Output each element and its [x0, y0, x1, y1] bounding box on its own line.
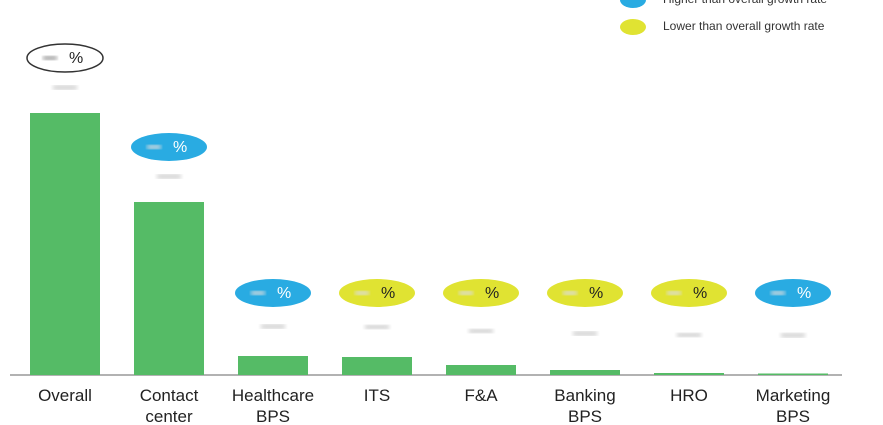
badge-percent: % — [589, 285, 603, 302]
blurred-value — [147, 145, 161, 149]
growth-badge — [547, 279, 623, 307]
legend-label: Lower than overall growth rate — [663, 19, 825, 33]
growth-badge — [651, 279, 727, 307]
blurred-value — [667, 291, 681, 295]
x-tick-label: Marketing BPS — [755, 386, 831, 425]
blurred-value — [251, 291, 265, 295]
blurred-value — [459, 291, 473, 295]
bar — [654, 373, 724, 375]
blurred-label — [157, 174, 181, 179]
blurred-value — [771, 291, 785, 295]
bar — [550, 370, 620, 375]
growth-badge — [131, 133, 207, 161]
badge-percent: % — [277, 285, 291, 302]
legend-swatch — [620, 19, 646, 35]
blurred-value — [43, 56, 57, 60]
bar — [238, 356, 308, 375]
x-tick-label: Banking BPS — [554, 386, 616, 425]
badge-percent: % — [797, 285, 811, 302]
blurred-label — [781, 333, 805, 338]
legend-label: Higher than overall growth rate — [663, 0, 827, 6]
blurred-label — [573, 331, 597, 336]
growth-badge — [443, 279, 519, 307]
legend-swatch — [620, 0, 646, 8]
badge-percent: % — [485, 285, 499, 302]
blurred-label — [261, 324, 285, 329]
blurred-value — [355, 291, 369, 295]
x-tick-label: Healthcare BPS — [231, 386, 315, 425]
blurred-label — [469, 329, 493, 333]
x-tick-label: HRO — [670, 386, 708, 405]
growth-badge — [339, 279, 415, 307]
blurred-label — [53, 85, 77, 90]
bar — [134, 202, 204, 375]
growth-badge — [755, 279, 831, 307]
blurred-label — [677, 333, 701, 337]
blurred-value — [563, 291, 577, 295]
growth-badge — [26, 43, 104, 73]
bar — [758, 373, 828, 375]
growth-badge — [235, 279, 311, 307]
blurred-label — [365, 325, 389, 329]
badge-percent: % — [173, 139, 187, 156]
bar — [342, 357, 412, 375]
x-tick-label: Contact center — [139, 386, 199, 425]
x-tick-label: ITS — [363, 386, 391, 405]
bar — [446, 365, 516, 375]
x-tick-label: F&A — [464, 386, 498, 405]
badge-percent: % — [69, 50, 83, 67]
badge-percent: % — [381, 285, 395, 302]
x-tick-label: Overall — [38, 386, 92, 405]
bar — [30, 113, 100, 375]
badge-percent: % — [693, 285, 707, 302]
